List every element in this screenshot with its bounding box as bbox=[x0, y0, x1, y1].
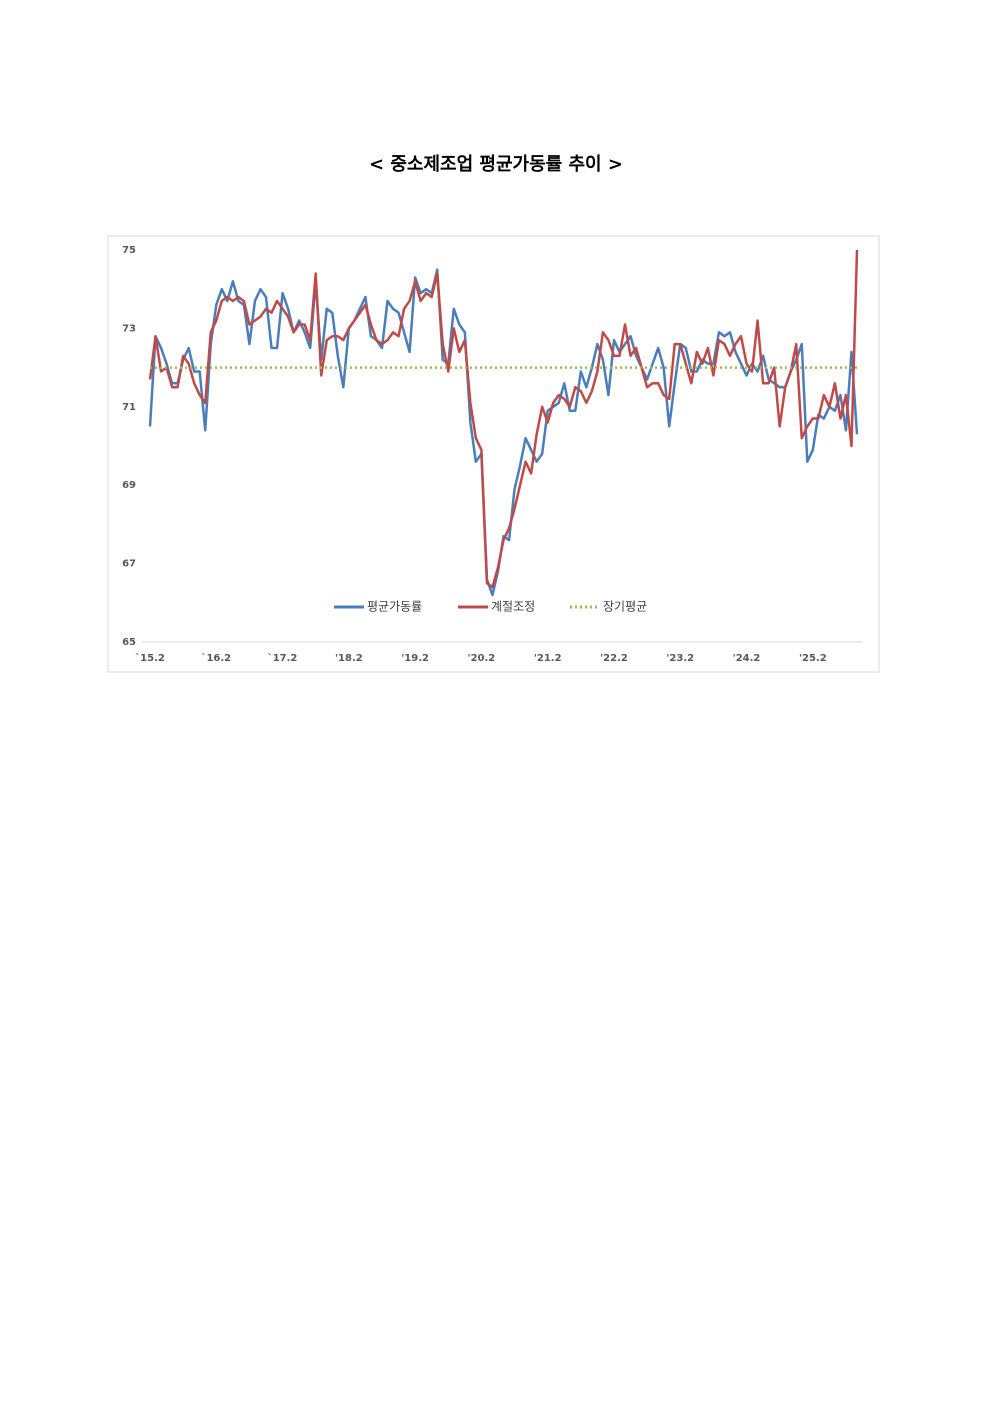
y-tick-label: 65 bbox=[122, 637, 136, 648]
x-tick-label: '19.2 bbox=[401, 653, 429, 664]
y-tick-label: 67 bbox=[122, 559, 136, 570]
x-tick-label: '25.2 bbox=[799, 653, 827, 664]
series-line bbox=[148, 268, 859, 597]
series-line bbox=[148, 249, 859, 589]
y-tick-label: 75 bbox=[122, 245, 136, 256]
y-tick-label: 71 bbox=[122, 402, 136, 413]
x-tick-label: '23.2 bbox=[666, 653, 694, 664]
y-tick-label: 69 bbox=[122, 480, 136, 491]
y-tick-label: 73 bbox=[122, 323, 136, 334]
chart-frame bbox=[107, 235, 880, 673]
x-tick-label: '22.2 bbox=[600, 653, 628, 664]
x-tick-label: '21.2 bbox=[534, 653, 562, 664]
x-tick-label: '24.2 bbox=[733, 653, 761, 664]
legend-label: 장기평균 bbox=[603, 600, 647, 614]
legend-label: 계절조정 bbox=[491, 600, 535, 614]
x-tick-label: '20.2 bbox=[468, 653, 496, 664]
x-tick-label: `15.2 bbox=[135, 652, 165, 664]
chart-title: < 중소제조업 평균가동률 추이 > bbox=[369, 154, 623, 175]
x-tick-label: '18.2 bbox=[335, 653, 363, 664]
x-tick-label: `17.2 bbox=[268, 652, 298, 664]
legend-label: 평균가동률 bbox=[367, 600, 422, 614]
x-tick-label: `16.2 bbox=[201, 652, 231, 664]
